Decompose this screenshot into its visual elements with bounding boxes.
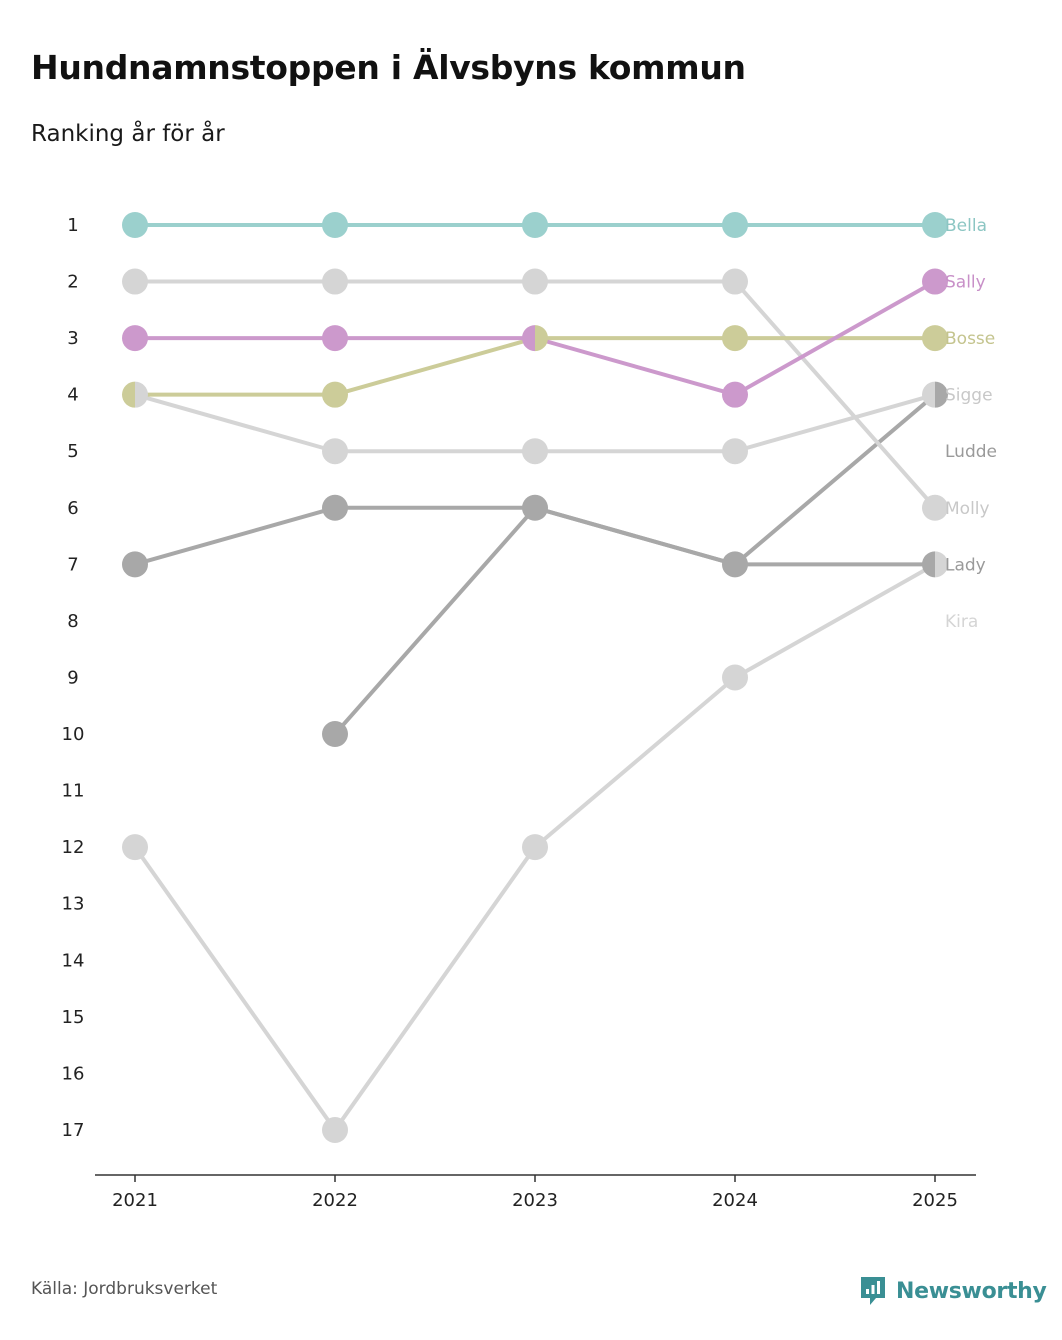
- y-tick-label-5: 5: [67, 441, 78, 462]
- end-label-bella: Bella: [945, 216, 987, 236]
- point-sigge-2025: [922, 381, 935, 408]
- point-sally-2023: [522, 325, 535, 352]
- y-tick-label-15: 15: [62, 1007, 85, 1028]
- point-ludde-2022: [322, 721, 348, 748]
- point-lady-2022: [322, 494, 348, 521]
- x-tick-label-2023: 2023: [512, 1190, 558, 1211]
- point-molly-2025: [922, 494, 948, 521]
- newsworthy-icon: [861, 1277, 885, 1305]
- point-bosse-2023: [535, 325, 548, 352]
- point-molly-2023: [522, 268, 548, 295]
- point-lady-2025: [922, 551, 935, 578]
- chart-title: Hundnamnstoppen i Älvsbyns kommun: [31, 48, 746, 87]
- point-sally-2021: [122, 325, 148, 352]
- end-label-kira: Kira: [945, 612, 978, 632]
- point-sigge-2024: [722, 438, 748, 465]
- point-kira-2023: [522, 834, 548, 861]
- point-ludde-2023: [535, 494, 548, 521]
- end-labels: Bella Sally Bosse Sigge Ludde Molly Lady Kira: [945, 216, 997, 632]
- point-sigge-2021: [135, 381, 148, 408]
- x-tick-label-2021: 2021: [112, 1190, 158, 1211]
- point-lady-2021: [122, 551, 148, 578]
- end-label-bosse: Bosse: [945, 329, 995, 349]
- point-molly-2022: [322, 268, 348, 295]
- end-label-lady: Lady: [945, 555, 986, 575]
- point-lady-2023: [522, 494, 535, 521]
- end-label-sally: Sally: [945, 273, 986, 293]
- y-tick-label-2: 2: [67, 272, 78, 293]
- y-tick-label-10: 10: [62, 724, 85, 745]
- point-kira-2024: [722, 664, 748, 691]
- point-ludde-2025: [935, 381, 949, 408]
- y-tick-label-14: 14: [62, 950, 85, 971]
- point-bosse-2025: [922, 325, 948, 352]
- chart-subtitle: Ranking år för år: [31, 121, 225, 147]
- point-sally-2024: [722, 381, 748, 408]
- point-bella-2024: [722, 212, 748, 238]
- point-ludde-2024: [735, 551, 748, 578]
- point-bosse-2021: [122, 381, 135, 408]
- point-sally-2025: [922, 268, 948, 295]
- y-tick-label-8: 8: [67, 611, 78, 632]
- point-lady-2024: [722, 551, 735, 578]
- end-label-sigge: Sigge: [945, 386, 993, 406]
- y-tick-label-1: 1: [67, 215, 78, 236]
- end-label-ludde: Ludde: [945, 442, 997, 462]
- point-bella-2021: [122, 212, 148, 238]
- point-bella-2022: [322, 212, 348, 238]
- series-lines: [133, 223, 937, 1132]
- source-note: Källa: Jordbruksverket: [31, 1279, 218, 1299]
- x-tick-label-2022: 2022: [312, 1190, 358, 1211]
- point-sigge-2023: [522, 438, 548, 465]
- point-sally-2022: [322, 325, 348, 352]
- point-kira-2021: [122, 834, 148, 861]
- y-tick-label-11: 11: [62, 781, 85, 802]
- x-tick-label-2024: 2024: [712, 1190, 758, 1211]
- y-tick-label-17: 17: [62, 1120, 85, 1141]
- y-tick-label-13: 13: [62, 894, 85, 915]
- y-tick-label-7: 7: [67, 554, 78, 575]
- x-axis-ticks: 2021 2022 2023 2024 2025: [112, 1175, 958, 1211]
- x-tick-label-2025: 2025: [912, 1190, 958, 1211]
- series-points: [122, 212, 949, 1143]
- point-bosse-2024: [722, 325, 748, 352]
- point-bella-2025: [922, 212, 948, 238]
- y-tick-label-12: 12: [62, 837, 85, 858]
- point-sigge-2022: [322, 438, 348, 465]
- end-label-molly: Molly: [945, 499, 990, 519]
- brand-name: Newsworthy: [896, 1278, 1047, 1304]
- point-kira-2025: [935, 551, 949, 578]
- point-bosse-2022: [322, 381, 348, 408]
- brand-logo: Newsworthy: [858, 1274, 1047, 1308]
- y-tick-label-4: 4: [67, 385, 78, 406]
- point-molly-2021: [122, 268, 148, 295]
- y-tick-label-9: 9: [67, 667, 78, 688]
- point-kira-2022: [322, 1116, 348, 1143]
- y-tick-label-6: 6: [67, 498, 78, 519]
- y-tick-label-16: 16: [62, 1063, 85, 1084]
- point-molly-2024: [722, 268, 748, 295]
- y-tick-label-3: 3: [67, 328, 78, 349]
- point-bella-2023: [522, 212, 548, 238]
